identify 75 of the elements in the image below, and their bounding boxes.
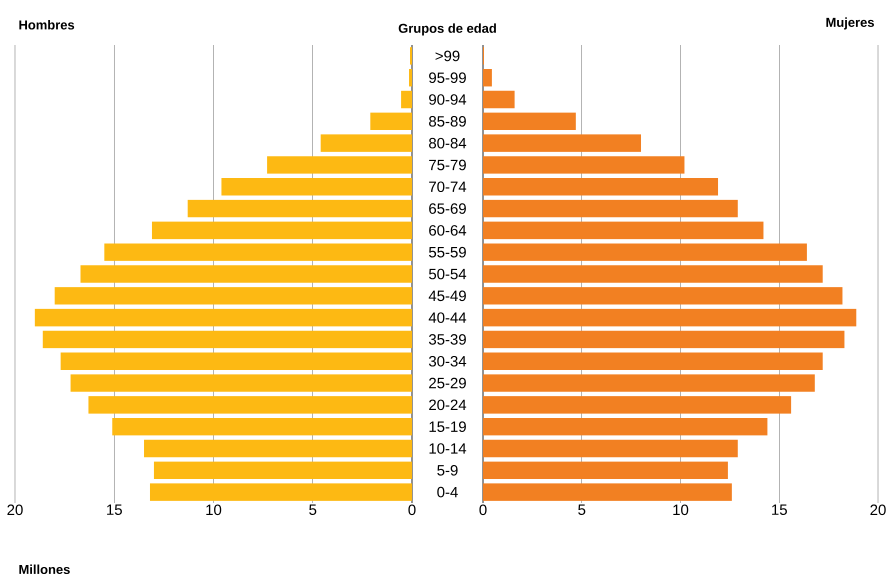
y-tick-label: 75-79 <box>429 160 466 170</box>
bar <box>221 178 412 196</box>
y-tick-label: 95-99 <box>429 72 466 83</box>
bar <box>483 222 764 240</box>
y-tick-label: 70-74 <box>429 181 466 192</box>
y-axis-title: Grupos de edad <box>398 23 496 36</box>
bar <box>112 418 412 436</box>
x-tick-label: 0 <box>479 504 487 516</box>
x-tick-label: 10 <box>206 504 222 516</box>
bar <box>409 68 412 86</box>
chart-title: Mujeres <box>826 17 874 30</box>
x-tick-label: 5 <box>578 504 586 515</box>
x-tick-label: 20 <box>870 504 886 516</box>
bar <box>483 462 728 480</box>
y-tick-label: 5-9 <box>437 464 458 476</box>
bar <box>483 374 815 392</box>
y-tick-label: 30-34 <box>428 356 466 367</box>
bar <box>483 396 792 414</box>
y-tick-label: 80-84 <box>429 138 466 148</box>
chart-title: Hombres <box>19 20 74 30</box>
y-tick-label: 20-24 <box>429 400 466 410</box>
bar <box>80 265 412 283</box>
bar <box>34 308 412 326</box>
bar <box>483 200 738 218</box>
bar <box>483 483 732 501</box>
bar <box>60 352 412 370</box>
bar <box>483 330 844 348</box>
bar <box>88 396 412 414</box>
bar <box>483 418 768 436</box>
y-tick-label: 55-59 <box>428 246 466 258</box>
y-tick-label: 40-44 <box>428 312 466 323</box>
bar <box>483 308 856 326</box>
y-tick-label: 0-4 <box>437 486 458 498</box>
x-tick-label: 20 <box>7 504 23 516</box>
bar <box>483 112 576 130</box>
x-tick-label: 5 <box>309 504 316 515</box>
x-tick-label: 15 <box>107 504 122 515</box>
bar <box>320 134 412 152</box>
bar <box>483 352 823 370</box>
bar <box>401 90 412 108</box>
x-tick-label: 15 <box>772 504 787 515</box>
bar <box>152 222 412 240</box>
bar <box>267 156 412 174</box>
bar <box>150 483 412 501</box>
bar <box>104 243 412 261</box>
y-tick-label: 60-64 <box>429 225 466 236</box>
bar <box>483 68 492 86</box>
bar <box>42 330 412 348</box>
y-tick-label: 65-69 <box>429 203 466 214</box>
bar <box>154 462 412 480</box>
y-tick-label: 15-19 <box>430 421 466 432</box>
y-tick-label: >99 <box>436 50 460 62</box>
bar <box>370 112 412 130</box>
y-tick-label: 90-94 <box>429 94 466 105</box>
bar <box>144 440 412 458</box>
bar <box>483 90 515 108</box>
bar <box>54 287 412 305</box>
x-tick-label: 10 <box>673 504 688 516</box>
y-tick-label: 35-39 <box>428 334 466 345</box>
bar <box>483 265 823 283</box>
bar <box>483 156 684 174</box>
y-tick-label: 85-89 <box>429 116 466 127</box>
y-tick-label: 50-54 <box>428 268 466 280</box>
bar <box>483 440 738 458</box>
y-tick-label: 45-49 <box>428 290 466 302</box>
x-tick-label: 0 <box>408 504 416 516</box>
y-tick-label: 25-29 <box>429 378 466 388</box>
bar <box>70 374 412 392</box>
bar <box>483 243 807 261</box>
bar <box>483 287 842 305</box>
x-axis-title: Millones <box>19 564 70 574</box>
bar <box>483 178 718 196</box>
y-tick-label: 10-14 <box>430 443 466 454</box>
bar <box>483 134 642 152</box>
bar <box>188 200 412 218</box>
